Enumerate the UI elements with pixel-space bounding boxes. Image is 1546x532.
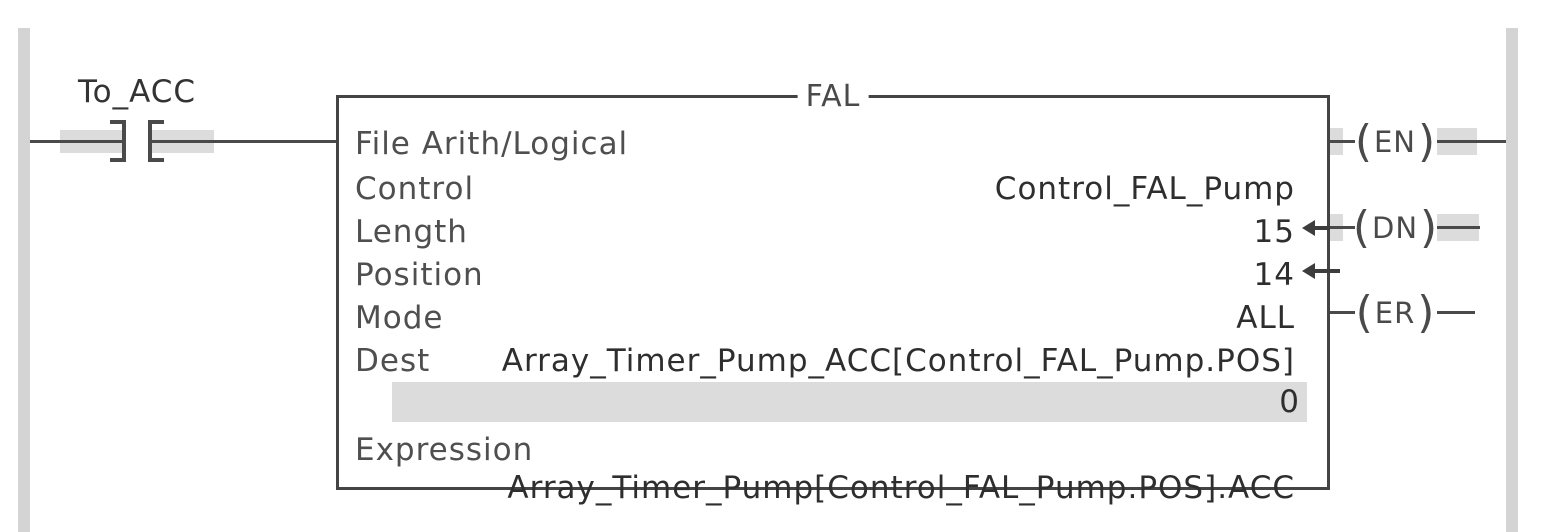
er-status-coil: ( ER ) (1352, 287, 1438, 338)
param-row-position: Position 14 (355, 256, 1295, 294)
en-coil-wire-in (1330, 140, 1355, 143)
left-power-rail (18, 28, 30, 532)
coil-close-paren: ) (1418, 116, 1436, 167)
param-label-expression: Expression (355, 432, 534, 468)
er-coil-wire-out (1437, 311, 1475, 314)
right-power-rail (1506, 28, 1518, 532)
instruction-description-row: File Arith/Logical (355, 125, 1295, 163)
coil-open-paren: ( (1352, 202, 1370, 253)
length-value-source-arrow (1302, 220, 1340, 236)
position-value-source-arrow (1302, 263, 1340, 279)
instruction-mnemonic: FAL (797, 78, 869, 116)
param-value-dest[interactable]: Array_Timer_Pump_ACC[Control_FAL_Pump.PO… (501, 343, 1295, 379)
en-coil-wire-out (1437, 140, 1506, 143)
contact-left-bracket (122, 120, 126, 162)
param-label-length: Length (355, 214, 468, 250)
param-value-length[interactable]: 15 (1253, 214, 1295, 250)
param-row-expression: Expression Array_Timer_Pump[Control_FAL_… (355, 431, 1295, 506)
coil-close-paren: ) (1420, 202, 1438, 253)
coil-open-paren: ( (1354, 116, 1372, 167)
param-value-position[interactable]: 14 (1253, 257, 1295, 293)
contact-right-bracket (148, 120, 152, 162)
dn-status-coil: ( DN ) (1352, 202, 1438, 253)
param-row-control: Control Control_FAL_Pump (355, 170, 1295, 208)
dn-coil-wire-out (1437, 226, 1480, 229)
dn-coil-label: DN (1371, 211, 1419, 245)
param-value-control[interactable]: Control_FAL_Pump (994, 171, 1295, 207)
er-coil-wire-in (1330, 311, 1355, 314)
contact-right-bracket-bottom-serif (148, 158, 164, 162)
rung-wire-contact-to-block (152, 140, 336, 143)
contact-left-bracket-bottom-serif (110, 158, 126, 162)
coil-close-paren: ) (1417, 287, 1435, 338)
er-coil-label: ER (1374, 296, 1416, 330)
coil-open-paren: ( (1355, 287, 1373, 338)
param-label-position: Position (355, 257, 484, 293)
instruction-description: File Arith/Logical (355, 126, 629, 162)
contact-right-bracket-top-serif (148, 120, 164, 124)
param-label-control: Control (355, 171, 475, 207)
en-coil-label: EN (1373, 125, 1417, 159)
dest-live-value-monitor: 0 (392, 382, 1307, 422)
param-row-dest: Dest Array_Timer_Pump_ACC[Control_FAL_Pu… (355, 342, 1295, 380)
param-value-expression[interactable]: Array_Timer_Pump[Control_FAL_Pump.POS].A… (507, 470, 1295, 506)
param-row-length: Length 15 (355, 213, 1295, 251)
rung-wire-rail-to-contact (30, 140, 122, 143)
contact-tag-label[interactable]: To_ACC (77, 74, 197, 110)
param-row-mode: Mode ALL (355, 299, 1295, 337)
en-status-coil: ( EN ) (1352, 116, 1438, 167)
param-label-dest: Dest (355, 343, 431, 379)
dn-coil-wire-in (1330, 226, 1355, 229)
param-value-mode[interactable]: ALL (1236, 300, 1295, 336)
contact-left-bracket-top-serif (110, 120, 126, 124)
param-label-mode: Mode (355, 300, 444, 336)
fal-instruction-block[interactable]: FAL File Arith/Logical Control Control_F… (336, 78, 1330, 506)
